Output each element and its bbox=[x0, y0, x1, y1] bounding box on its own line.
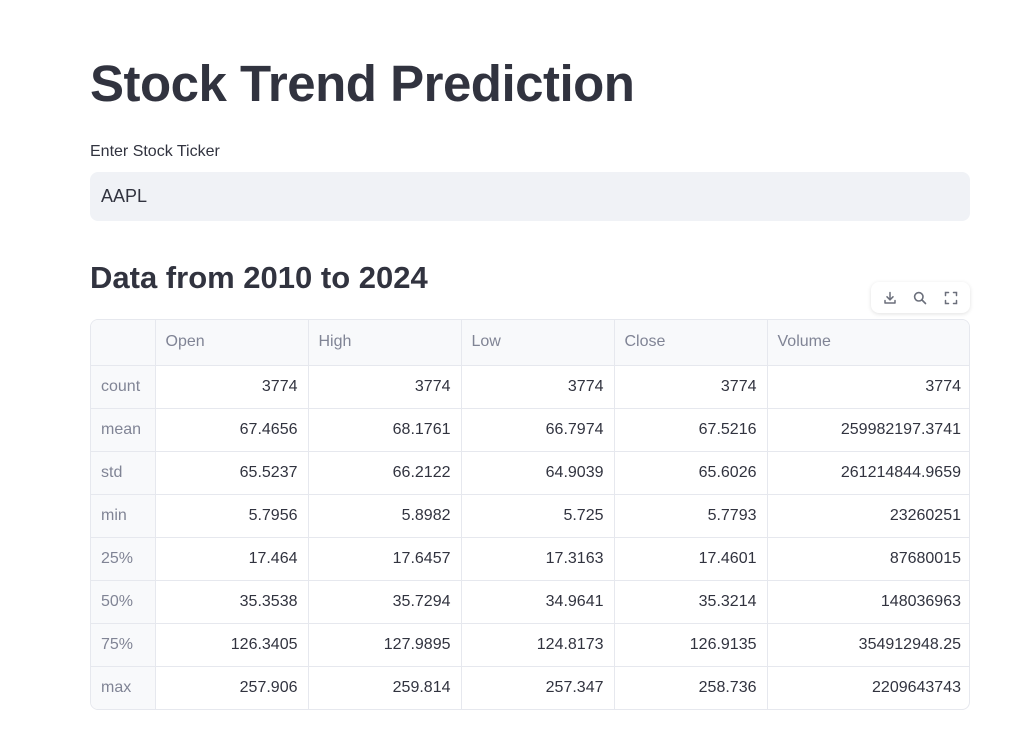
row-index-cell: mean bbox=[91, 408, 156, 452]
table-cell[interactable]: 257.906 bbox=[155, 666, 309, 709]
column-header-open[interactable]: Open bbox=[155, 320, 309, 366]
table-header-row: Open High Low Close Volume bbox=[91, 320, 969, 366]
table-cell[interactable]: 23260251 bbox=[767, 494, 969, 538]
table-cell[interactable]: 17.6457 bbox=[308, 537, 462, 581]
table-cell[interactable]: 2209643743 bbox=[872, 678, 961, 696]
table-cell[interactable]: 34.9641 bbox=[461, 580, 615, 624]
table-cell[interactable]: 5.7793 bbox=[614, 494, 768, 538]
column-header-index bbox=[91, 320, 156, 366]
table-cell[interactable]: 127.9895 bbox=[308, 623, 462, 667]
column-header-close[interactable]: Close bbox=[614, 320, 768, 366]
table-cell[interactable]: 124.8173 bbox=[461, 623, 615, 667]
table-cell[interactable]: 3774 bbox=[461, 365, 615, 409]
table-cell[interactable]: 5.8982 bbox=[308, 494, 462, 538]
table-cell[interactable]: 126.9135 bbox=[614, 623, 768, 667]
column-header-low[interactable]: Low bbox=[461, 320, 615, 366]
search-icon bbox=[912, 290, 928, 306]
table-cell[interactable]: 258.736 bbox=[614, 666, 768, 709]
table-cell[interactable]: 5.725 bbox=[461, 494, 615, 538]
stats-table: Open High Low Close Volume count 3774 37… bbox=[91, 320, 969, 709]
page-title: Stock Trend Prediction bbox=[90, 55, 635, 112]
table-cell[interactable]: 3774 bbox=[614, 365, 768, 409]
table-cell[interactable]: 68.1761 bbox=[308, 408, 462, 452]
search-button[interactable] bbox=[907, 285, 933, 311]
column-header-high[interactable]: High bbox=[308, 320, 462, 366]
row-index-cell: 50% bbox=[91, 580, 156, 624]
table-cell[interactable]: 3774 bbox=[155, 365, 309, 409]
table-row: 50% 35.3538 35.7294 34.9641 35.3214 1480… bbox=[91, 580, 969, 624]
table-cell[interactable]: 66.7974 bbox=[461, 408, 615, 452]
table-cell[interactable]: 126.3405 bbox=[155, 623, 309, 667]
table-row: mean 67.4656 68.1761 66.7974 67.5216 259… bbox=[91, 408, 969, 452]
table-cell[interactable]: 35.3538 bbox=[155, 580, 309, 624]
row-index-cell: min bbox=[91, 494, 156, 538]
table-cell[interactable]: 148036963 bbox=[767, 580, 969, 624]
table-cell[interactable]: 259982197.3741 bbox=[767, 408, 969, 452]
row-index-cell: 75% bbox=[91, 623, 156, 667]
table-row: max 257.906 259.814 257.347 258.736 2209… bbox=[91, 666, 969, 709]
download-icon bbox=[882, 290, 898, 306]
table-cell[interactable]: 5.7956 bbox=[155, 494, 309, 538]
row-index-cell: 25% bbox=[91, 537, 156, 581]
row-index-cell: count bbox=[91, 365, 156, 409]
table-cell[interactable]: 65.5237 bbox=[155, 451, 309, 495]
table-cell[interactable]: 65.6026 bbox=[614, 451, 768, 495]
table-cell[interactable]: 66.2122 bbox=[308, 451, 462, 495]
row-index-cell: max bbox=[91, 666, 156, 709]
table-cell[interactable]: 64.9039 bbox=[461, 451, 615, 495]
download-button[interactable] bbox=[877, 285, 903, 311]
table-cell[interactable]: 261214844.9659 bbox=[767, 451, 969, 495]
table-cell[interactable]: 3774 bbox=[308, 365, 462, 409]
fullscreen-button[interactable] bbox=[938, 285, 964, 311]
table-cell[interactable]: 17.3163 bbox=[461, 537, 615, 581]
table-cell[interactable]: 67.4656 bbox=[155, 408, 309, 452]
section-title: Data from 2010 to 2024 bbox=[90, 260, 428, 295]
table-cell[interactable]: 87680015 bbox=[767, 537, 969, 581]
table-row: 25% 17.464 17.6457 17.3163 17.4601 87680… bbox=[91, 537, 969, 581]
ticker-input[interactable] bbox=[90, 172, 970, 221]
row-index-cell: std bbox=[91, 451, 156, 495]
table-row: min 5.7956 5.8982 5.725 5.7793 23260251 bbox=[91, 494, 969, 538]
table-cell[interactable]: 259.814 bbox=[308, 666, 462, 709]
table-row: 75% 126.3405 127.9895 124.8173 126.9135 … bbox=[91, 623, 969, 667]
stats-dataframe[interactable]: Open High Low Close Volume count 3774 37… bbox=[90, 319, 970, 710]
ticker-input-label: Enter Stock Ticker bbox=[90, 143, 220, 160]
table-row: std 65.5237 66.2122 64.9039 65.6026 2612… bbox=[91, 451, 969, 495]
table-cell[interactable]: 35.3214 bbox=[614, 580, 768, 624]
table-cell[interactable]: 17.464 bbox=[155, 537, 309, 581]
dataframe-toolbar bbox=[871, 282, 970, 313]
table-cell[interactable]: 67.5216 bbox=[614, 408, 768, 452]
table-cell[interactable]: 3774 bbox=[767, 365, 969, 409]
table-cell[interactable]: 17.4601 bbox=[614, 537, 768, 581]
column-header-volume[interactable]: Volume bbox=[767, 320, 969, 366]
fullscreen-icon bbox=[944, 291, 958, 305]
table-row: count 3774 3774 3774 3774 3774 bbox=[91, 365, 969, 409]
table-cell[interactable]: 257.347 bbox=[461, 666, 615, 709]
table-cell[interactable]: 35.7294 bbox=[308, 580, 462, 624]
table-cell[interactable]: 354912948.25 bbox=[767, 623, 969, 667]
